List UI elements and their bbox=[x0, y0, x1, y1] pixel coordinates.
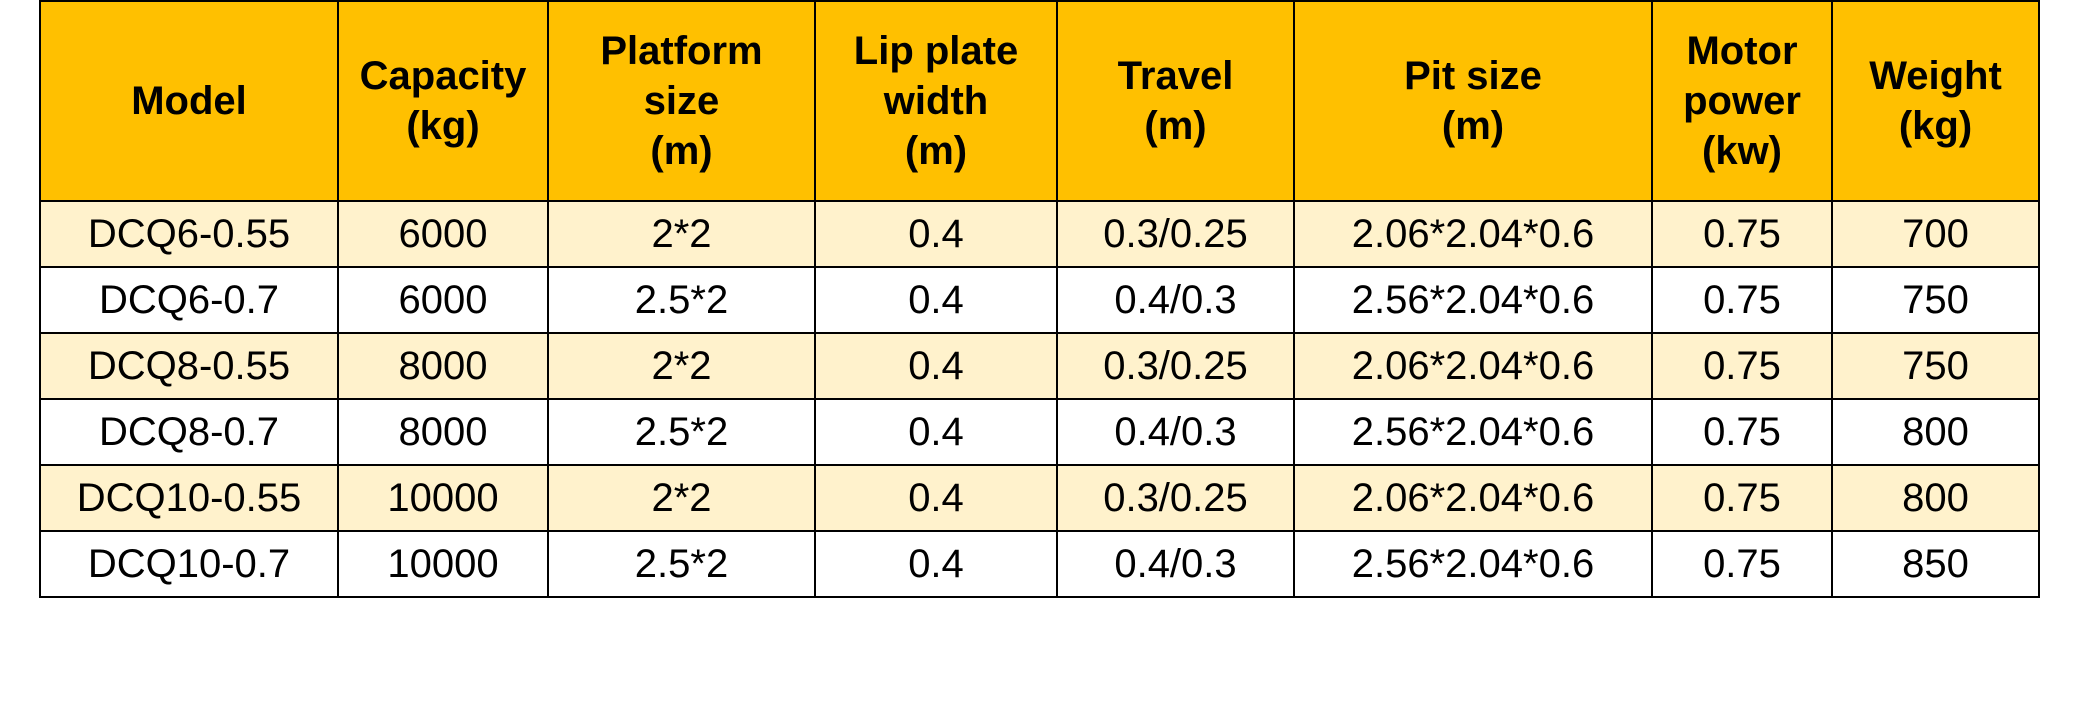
table-row: DCQ8-0.55 8000 2*2 0.4 0.3/0.25 2.06*2.0… bbox=[39, 332, 2040, 400]
table-row: DCQ10-0.7 10000 2.5*2 0.4 0.4/0.3 2.56*2… bbox=[39, 530, 2040, 598]
cell-lip-plate-width: 0.4 bbox=[814, 200, 1058, 268]
cell-capacity: 10000 bbox=[337, 530, 549, 598]
cell-weight: 800 bbox=[1831, 464, 2040, 532]
header-text: Motor bbox=[1686, 29, 1798, 73]
header-platform-size: Platform size (m) bbox=[547, 0, 816, 202]
cell-platform-size: 2*2 bbox=[547, 332, 816, 400]
header-unit: (m) bbox=[650, 129, 713, 173]
cell-platform-size: 2.5*2 bbox=[547, 398, 816, 466]
cell-pit-size: 2.06*2.04*0.6 bbox=[1293, 332, 1653, 400]
header-unit: (m) bbox=[1144, 104, 1207, 148]
header-row: Model Capacity (kg) Platform size (m) Li… bbox=[39, 0, 2040, 202]
cell-weight: 850 bbox=[1831, 530, 2040, 598]
header-capacity: Capacity (kg) bbox=[337, 0, 549, 202]
cell-motor-power: 0.75 bbox=[1651, 266, 1833, 334]
cell-model: DCQ6-0.7 bbox=[39, 266, 339, 334]
cell-capacity: 10000 bbox=[337, 464, 549, 532]
header-text: size bbox=[643, 79, 720, 123]
cell-weight: 750 bbox=[1831, 266, 2040, 334]
cell-weight: 700 bbox=[1831, 200, 2040, 268]
header-text: Weight bbox=[1869, 54, 2002, 98]
cell-platform-size: 2*2 bbox=[547, 464, 816, 532]
cell-capacity: 6000 bbox=[337, 200, 549, 268]
header-unit: (m) bbox=[1441, 104, 1505, 148]
cell-lip-plate-width: 0.4 bbox=[814, 464, 1058, 532]
header-text: Pit size bbox=[1404, 54, 1542, 98]
cell-motor-power: 0.75 bbox=[1651, 398, 1833, 466]
header-motor-power: Motor power (kw) bbox=[1651, 0, 1833, 202]
header-text: Travel bbox=[1117, 54, 1234, 98]
table-row: DCQ6-0.55 6000 2*2 0.4 0.3/0.25 2.06*2.0… bbox=[39, 200, 2040, 268]
cell-pit-size: 2.56*2.04*0.6 bbox=[1293, 266, 1653, 334]
cell-travel: 0.3/0.25 bbox=[1056, 200, 1295, 268]
cell-travel: 0.4/0.3 bbox=[1056, 398, 1295, 466]
header-text: Model bbox=[131, 79, 247, 123]
cell-capacity: 6000 bbox=[337, 266, 549, 334]
cell-weight: 750 bbox=[1831, 332, 2040, 400]
cell-model: DCQ8-0.55 bbox=[39, 332, 339, 400]
cell-pit-size: 2.06*2.04*0.6 bbox=[1293, 464, 1653, 532]
cell-pit-size: 2.56*2.04*0.6 bbox=[1293, 530, 1653, 598]
header-model: Model bbox=[39, 0, 339, 202]
cell-lip-plate-width: 0.4 bbox=[814, 266, 1058, 334]
header-pit-size: Pit size (m) bbox=[1293, 0, 1653, 202]
table-row: DCQ10-0.55 10000 2*2 0.4 0.3/0.25 2.06*2… bbox=[39, 464, 2040, 532]
cell-capacity: 8000 bbox=[337, 332, 549, 400]
header-travel: Travel (m) bbox=[1056, 0, 1295, 202]
cell-model: DCQ8-0.7 bbox=[39, 398, 339, 466]
cell-platform-size: 2.5*2 bbox=[547, 530, 816, 598]
header-text: Platform bbox=[600, 29, 763, 73]
cell-model: DCQ6-0.55 bbox=[39, 200, 339, 268]
cell-pit-size: 2.56*2.04*0.6 bbox=[1293, 398, 1653, 466]
cell-motor-power: 0.75 bbox=[1651, 464, 1833, 532]
cell-motor-power: 0.75 bbox=[1651, 332, 1833, 400]
cell-model: DCQ10-0.55 bbox=[39, 464, 339, 532]
spec-table: Model Capacity (kg) Platform size (m) Li… bbox=[39, 0, 2040, 598]
table-row: DCQ6-0.7 6000 2.5*2 0.4 0.4/0.3 2.56*2.0… bbox=[39, 266, 2040, 334]
cell-model: DCQ10-0.7 bbox=[39, 530, 339, 598]
header-unit: (kg) bbox=[406, 104, 480, 148]
cell-platform-size: 2.5*2 bbox=[547, 266, 816, 334]
header-text: Capacity bbox=[359, 54, 527, 98]
cell-motor-power: 0.75 bbox=[1651, 530, 1833, 598]
table-row: DCQ8-0.7 8000 2.5*2 0.4 0.4/0.3 2.56*2.0… bbox=[39, 398, 2040, 466]
cell-travel: 0.4/0.3 bbox=[1056, 530, 1295, 598]
cell-platform-size: 2*2 bbox=[547, 200, 816, 268]
cell-pit-size: 2.06*2.04*0.6 bbox=[1293, 200, 1653, 268]
cell-weight: 800 bbox=[1831, 398, 2040, 466]
header-lip-plate-width: Lip plate width (m) bbox=[814, 0, 1058, 202]
header-text: width bbox=[883, 79, 989, 123]
header-text: power bbox=[1683, 79, 1801, 123]
header-text: Lip plate bbox=[853, 29, 1019, 73]
cell-capacity: 8000 bbox=[337, 398, 549, 466]
cell-lip-plate-width: 0.4 bbox=[814, 530, 1058, 598]
header-unit: (kw) bbox=[1702, 129, 1782, 173]
cell-lip-plate-width: 0.4 bbox=[814, 398, 1058, 466]
cell-travel: 0.4/0.3 bbox=[1056, 266, 1295, 334]
cell-lip-plate-width: 0.4 bbox=[814, 332, 1058, 400]
cell-motor-power: 0.75 bbox=[1651, 200, 1833, 268]
cell-travel: 0.3/0.25 bbox=[1056, 332, 1295, 400]
cell-travel: 0.3/0.25 bbox=[1056, 464, 1295, 532]
header-unit: (kg) bbox=[1898, 104, 1973, 148]
header-unit: (m) bbox=[904, 129, 968, 173]
header-weight: Weight (kg) bbox=[1831, 0, 2040, 202]
